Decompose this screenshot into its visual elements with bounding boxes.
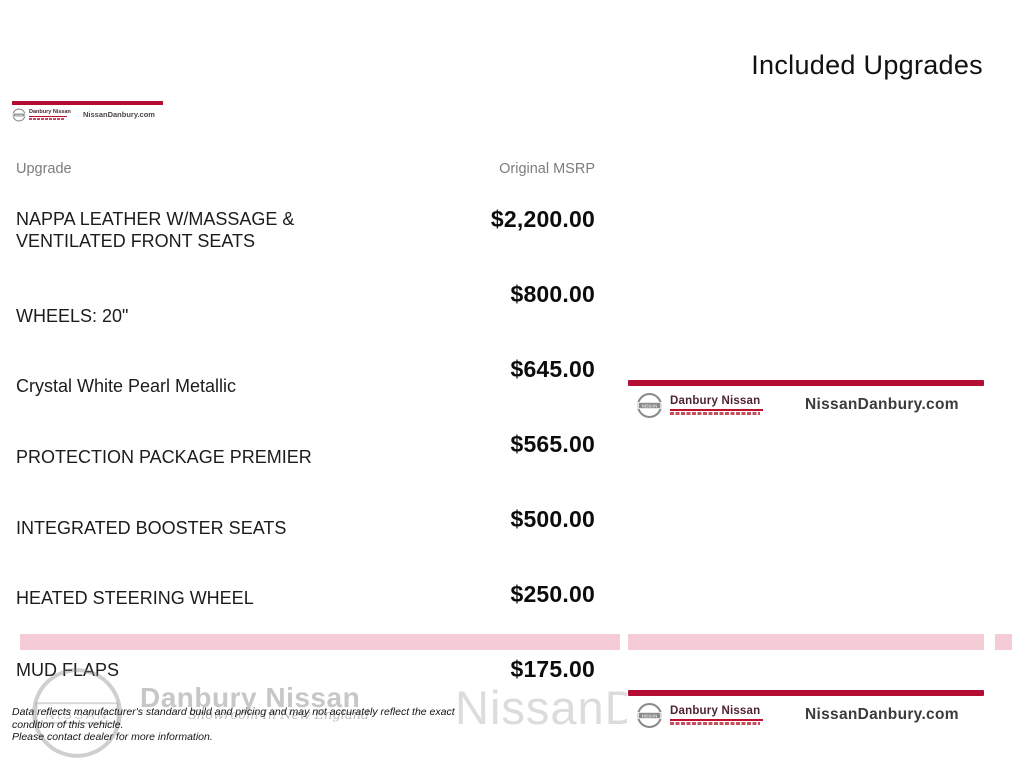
dealer-logo-block-middle: NISSAN Danbury Nissan NissanDanbury.com [628,380,984,419]
table-row: INTEGRATED BOOSTER SEATS $500.00 [16,500,595,575]
upgrade-label: NAPPA LEATHER W/MASSAGE & VENTILATED FRO… [16,209,295,251]
wordmark-rule [670,719,763,721]
dealer-wordmark-small: Danbury Nissan [29,109,71,120]
logo-red-bar [12,101,163,105]
dealer-wordmark: Danbury Nissan [670,705,768,725]
wordmark-rule [29,116,67,117]
wordmark-tagline-strip [670,722,760,725]
table-row: WHEELS: 20" $800.00 [16,275,595,350]
upgrade-price: $500.00 [510,506,595,532]
upgrade-label: WHEELS: 20" [16,306,129,326]
dealer-wordmark: Danbury Nissan [670,395,768,415]
wordmark-tagline-strip [29,118,65,120]
watermark-site-clip: NissanD [455,680,627,742]
upgrade-label: PROTECTION PACKAGE PREMIER [16,447,312,467]
upgrade-price: $250.00 [510,581,595,607]
watermark-nissan-badge-icon: NISSAN [32,668,122,758]
upgrade-label: HEATED STEERING WHEEL [16,588,254,608]
dealer-website: NissanDanbury.com [805,396,959,413]
svg-text:NISSAN: NISSAN [45,707,109,722]
upgrade-price: $2,200.00 [490,206,595,232]
col-header-msrp: Original MSRP [499,161,595,177]
table-row: HEATED STEERING WHEEL $250.00 [16,575,595,650]
table-row: NAPPA LEATHER W/MASSAGE & VENTILATED FRO… [16,200,595,275]
upgrade-label: INTEGRATED BOOSTER SEATS [16,518,287,538]
dealer-website: NissanDanbury.com [805,706,959,723]
logo-red-bar [628,380,984,386]
svg-text:NISSAN: NISSAN [642,713,658,718]
page-title: Included Upgrades [751,50,983,80]
table-row: Crystal White Pearl Metallic $645.00 [16,350,595,425]
wordmark-tagline-strip [670,412,760,415]
svg-text:NISSAN: NISSAN [15,113,23,116]
upgrade-price: $175.00 [510,656,595,682]
pink-highlight-band [20,634,620,650]
upgrade-price: $645.00 [510,356,595,382]
table-row: PROTECTION PACKAGE PREMIER $565.00 [16,425,595,500]
upgrade-label: MUD FLAPS [16,660,120,680]
disclaimer: Data reflects manufacturer's standard bu… [12,706,482,744]
upgrade-label: Crystal White Pearl Metallic [16,376,237,396]
disclaimer-line2: Please contact dealer for more informati… [12,731,213,743]
watermark-tagline: Showroom In New England [188,708,370,723]
col-header-upgrade: Upgrade [16,161,72,177]
nissan-badge-icon: NISSAN [12,108,26,121]
nissan-badge-icon: NISSAN [637,702,662,728]
nissan-badge-icon: NISSAN [637,392,662,418]
svg-text:NISSAN: NISSAN [642,403,658,408]
pink-highlight-band [995,634,1012,650]
dealer-logo-block-bottom: NISSAN Danbury Nissan NissanDanbury.com [628,690,984,729]
wordmark-rule [670,409,763,411]
logo-red-bar [628,690,984,696]
table-header-row: Upgrade Original MSRP [16,161,595,177]
watermark-dealer-name: Danbury Nissan [140,682,361,713]
pink-highlight-band [628,634,984,650]
dealer-logo-small: NISSAN Danbury Nissan NissanDanbury.com [12,101,163,122]
table-row: MUD FLAPS $175.00 [16,650,595,725]
dealer-website-small: NissanDanbury.com [83,110,155,119]
disclaimer-line1: Data reflects manufacturer's standard bu… [12,706,455,731]
watermark-site-text: NissanD [455,681,627,734]
upgrades-table: NAPPA LEATHER W/MASSAGE & VENTILATED FRO… [16,200,595,725]
upgrade-price: $565.00 [510,431,595,457]
upgrade-price: $800.00 [510,281,595,307]
